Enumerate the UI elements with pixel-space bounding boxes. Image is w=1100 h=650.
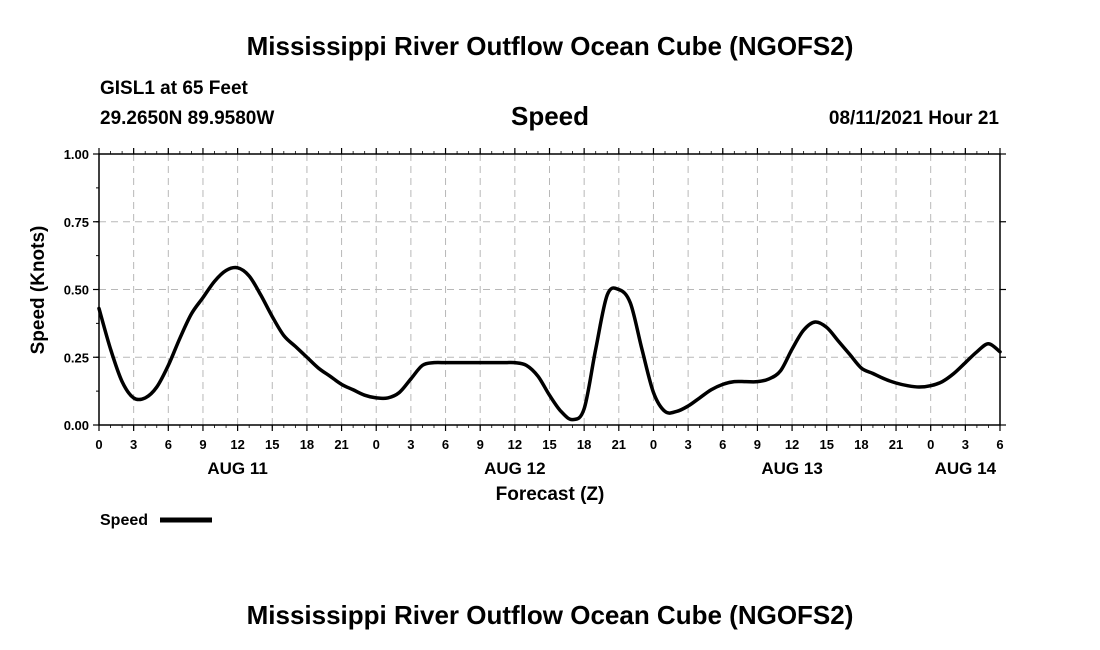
y-axis-title: Speed (Knots) <box>28 226 49 355</box>
y-tick-label: 0.50 <box>64 283 89 298</box>
x-tick-label: 6 <box>996 437 1003 452</box>
x-tick-label: 21 <box>612 437 626 452</box>
x-tick-label: 15 <box>265 437 279 452</box>
x-tick-label: 0 <box>927 437 934 452</box>
legend-label-speed: Speed <box>100 512 148 529</box>
date-label: AUG 14 <box>935 459 997 478</box>
y-tick-label: 0.75 <box>64 215 89 230</box>
timestamp-label: 08/11/2021 Hour 21 <box>829 108 999 129</box>
date-label: AUG 11 <box>207 459 267 478</box>
x-tick-label: 0 <box>650 437 657 452</box>
station-label: GISL1 at 65 Feet <box>100 78 249 99</box>
x-tick-label: 3 <box>684 437 691 452</box>
x-tick-label: 3 <box>407 437 414 452</box>
date-label: AUG 13 <box>761 459 822 478</box>
x-tick-label: 18 <box>300 437 314 452</box>
x-tick-label: 3 <box>130 437 137 452</box>
x-tick-label: 9 <box>199 437 206 452</box>
x-tick-label: 18 <box>577 437 591 452</box>
x-tick-label: 9 <box>754 437 761 452</box>
y-tick-label: 1.00 <box>64 147 89 162</box>
x-axis-title: Forecast (Z) <box>496 484 605 505</box>
y-tick-label: 0.25 <box>64 350 89 365</box>
x-tick-label: 6 <box>165 437 172 452</box>
x-tick-labels: 0 3 6 9 12 15 18 21 0 3 6 9 12 15 18 21 0 3 6 9 12 15 18 21 0 3 6 <box>95 437 1003 452</box>
plot-frame <box>98 153 1001 426</box>
x-tick-label: 15 <box>819 437 833 452</box>
legend: Speed <box>100 512 212 529</box>
x-tick-label: 21 <box>889 437 903 452</box>
x-tick-label: 18 <box>854 437 868 452</box>
x-tick-label: 3 <box>962 437 969 452</box>
x-tick-label: 21 <box>334 437 348 452</box>
x-tick-label: 0 <box>95 437 102 452</box>
x-tick-label: 6 <box>719 437 726 452</box>
x-tick-label: 6 <box>442 437 449 452</box>
series-line-speed <box>97 265 1002 422</box>
date-label: AUG 12 <box>484 459 545 478</box>
x-tick-label: 9 <box>477 437 484 452</box>
page-title-bottom: Mississippi River Outflow Ocean Cube (NG… <box>247 600 854 630</box>
x-tick-label: 12 <box>508 437 522 452</box>
chart-title: Speed <box>511 101 589 131</box>
date-labels: AUG 11 AUG 12 AUG 13 AUG 14 <box>207 459 996 478</box>
page-title-top: Mississippi River Outflow Ocean Cube (NG… <box>247 31 854 61</box>
x-tick-label: 12 <box>785 437 799 452</box>
y-tick-labels: 0.00 0.25 0.50 0.75 1.00 <box>64 147 89 433</box>
grid-lines <box>99 154 1000 425</box>
x-tick-label: 0 <box>373 437 380 452</box>
y-tick-label: 0.00 <box>64 418 89 433</box>
x-tick-label: 12 <box>230 437 244 452</box>
x-tick-label: 15 <box>542 437 556 452</box>
coords-label: 29.2650N 89.9580W <box>100 108 274 129</box>
